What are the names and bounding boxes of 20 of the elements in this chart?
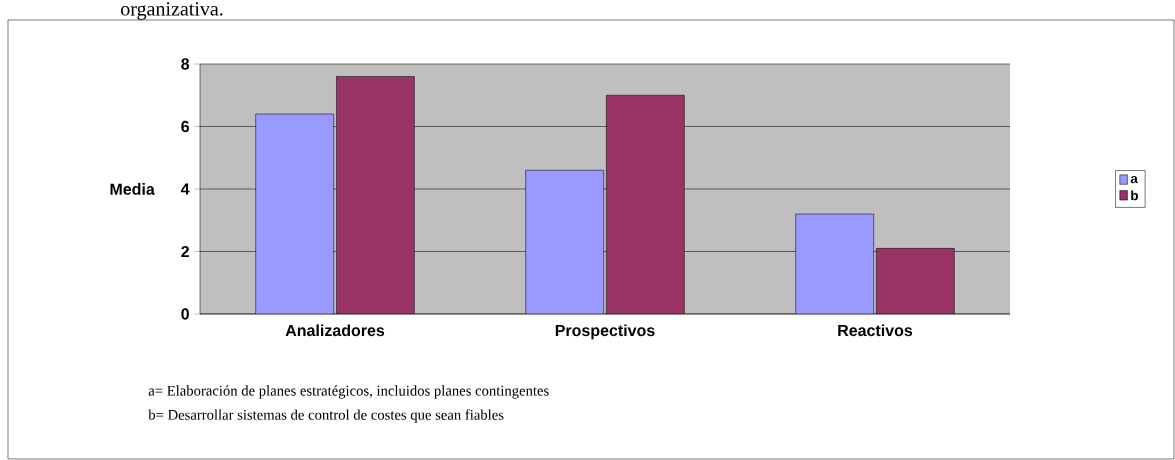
y-axis-title: Media <box>110 183 155 195</box>
x-tick-label: Analizadores <box>285 324 385 337</box>
y-tick-label: 2 <box>181 245 189 258</box>
y-tick-label: 0 <box>181 308 189 320</box>
bar <box>606 94 685 314</box>
bar <box>795 213 874 314</box>
text: b= Desarrollar sistemas de control de costes que sean fiables <box>148 409 504 423</box>
bar <box>525 169 604 314</box>
y-tick-label: 6 <box>181 120 190 133</box>
y-tick-label: 8 <box>181 58 190 70</box>
x-tick-label: Prospectivos <box>555 324 655 340</box>
bar <box>876 248 955 314</box>
bar <box>336 76 415 314</box>
text: a= Elaboración de planes estratégicos, incluidos planes contingentes <box>148 385 549 399</box>
x-tick-label: Reactivos <box>838 324 913 337</box>
text: organizativa. <box>121 2 223 20</box>
legend-label: a <box>1130 175 1138 184</box>
legend-label: b <box>1131 190 1138 201</box>
bar <box>255 113 334 314</box>
y-tick-label: 4 <box>180 183 190 195</box>
